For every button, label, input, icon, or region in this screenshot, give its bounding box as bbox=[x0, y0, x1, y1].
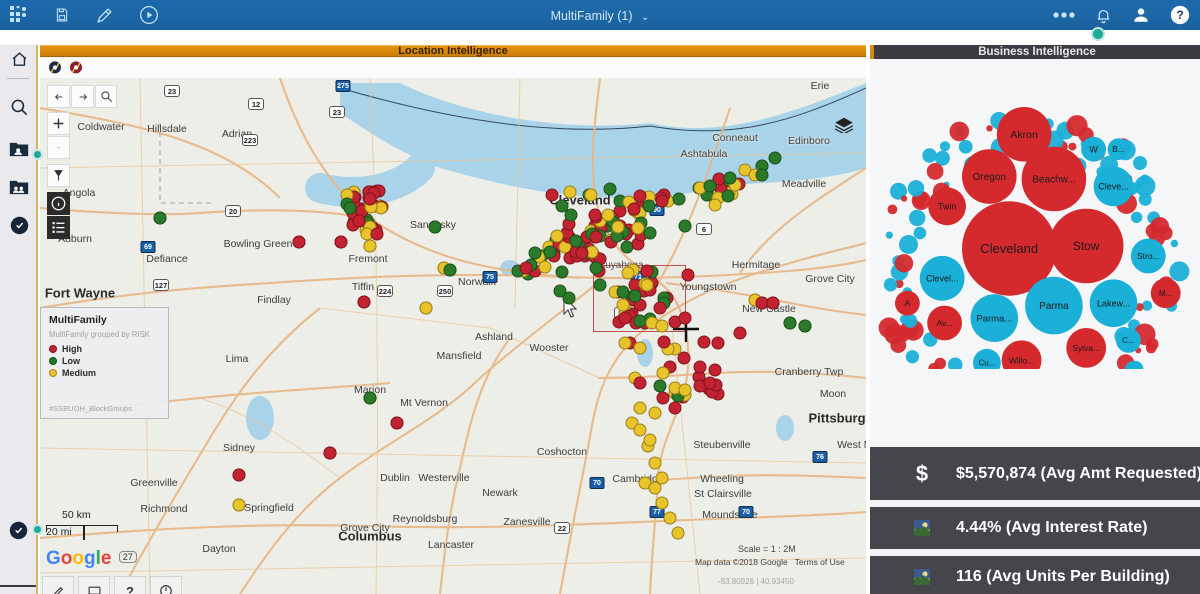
svg-text:C...: C... bbox=[1122, 336, 1134, 345]
svg-text:Oregon: Oregon bbox=[973, 172, 1006, 183]
svg-text:M...: M... bbox=[1159, 289, 1172, 298]
svg-text:Av...: Av... bbox=[936, 318, 952, 328]
svg-text:Lakew...: Lakew... bbox=[1097, 298, 1130, 308]
svg-text:Stow: Stow bbox=[1073, 239, 1100, 253]
svg-text:Cleve...: Cleve... bbox=[1098, 182, 1129, 192]
svg-text:Sylva...: Sylva... bbox=[1072, 343, 1100, 353]
svg-text:B...: B... bbox=[1112, 144, 1125, 154]
svg-text:Willo...: Willo... bbox=[1009, 355, 1035, 365]
svg-text:Parma: Parma bbox=[1039, 301, 1069, 312]
svg-text:Clevel...: Clevel... bbox=[926, 274, 959, 284]
svg-text:Stro...: Stro... bbox=[1137, 251, 1160, 261]
svg-text:Akron: Akron bbox=[1010, 129, 1038, 141]
svg-text:Beachw...: Beachw... bbox=[1032, 175, 1075, 186]
svg-text:W: W bbox=[1089, 144, 1098, 154]
svg-text:Twin: Twin bbox=[938, 202, 957, 212]
svg-text:Cleveland: Cleveland bbox=[980, 241, 1038, 256]
svg-text:A: A bbox=[905, 298, 911, 308]
svg-text:Parma...: Parma... bbox=[976, 313, 1012, 324]
svg-text:Cu...: Cu... bbox=[978, 359, 995, 368]
svg-text:?: ? bbox=[1176, 9, 1183, 22]
